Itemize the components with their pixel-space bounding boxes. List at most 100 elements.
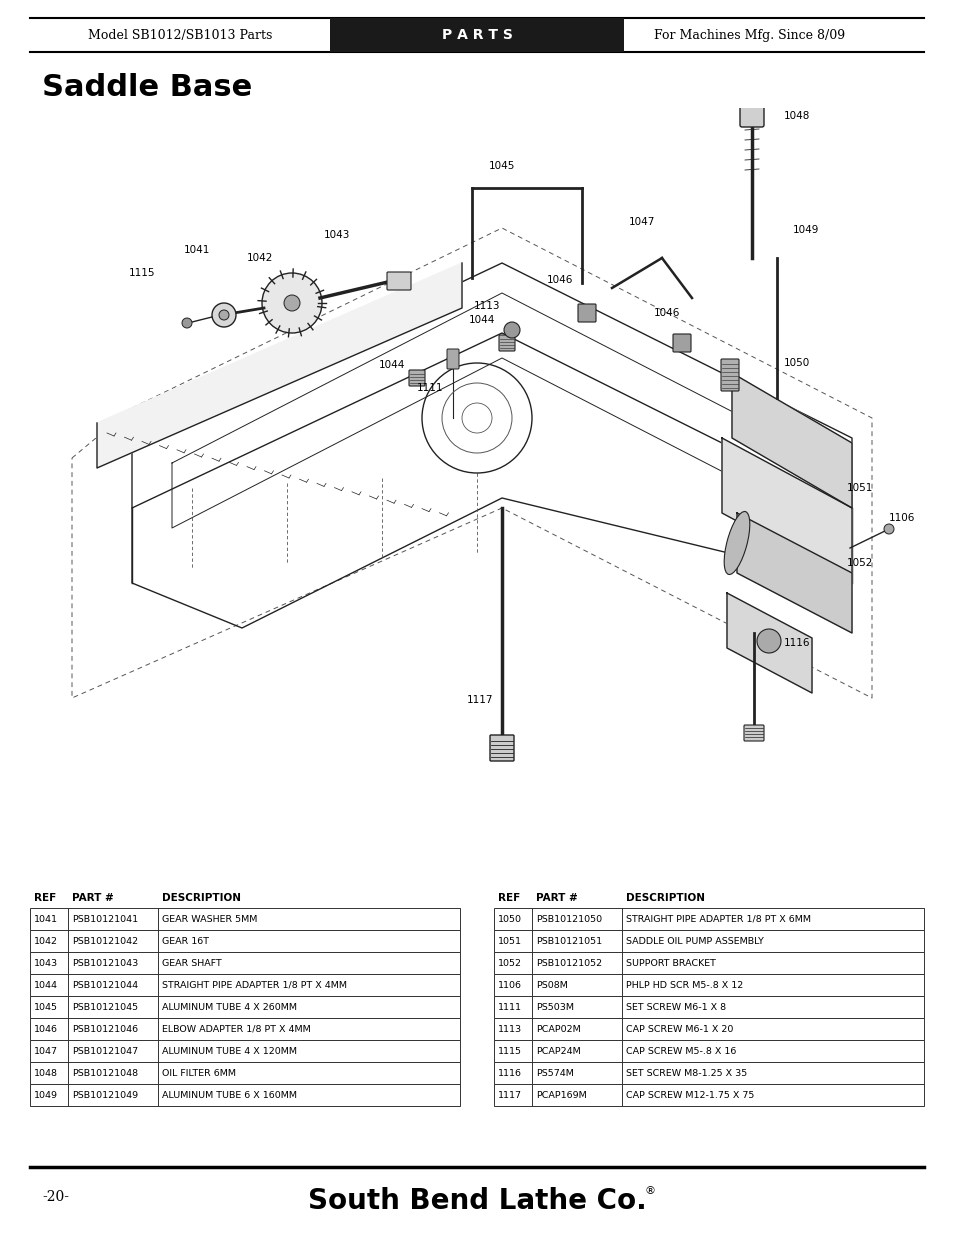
Text: SET SCREW M8-1.25 X 35: SET SCREW M8-1.25 X 35 bbox=[625, 1068, 746, 1077]
Text: Saddle Base: Saddle Base bbox=[42, 74, 252, 103]
Text: SET SCREW M6-1 X 8: SET SCREW M6-1 X 8 bbox=[625, 1003, 725, 1011]
Text: 1113: 1113 bbox=[497, 1025, 521, 1034]
Text: CAP SCREW M5-.8 X 16: CAP SCREW M5-.8 X 16 bbox=[625, 1046, 736, 1056]
Text: 1052: 1052 bbox=[846, 558, 872, 568]
Text: PS08M: PS08M bbox=[536, 981, 567, 989]
Text: GEAR SHAFT: GEAR SHAFT bbox=[162, 958, 221, 967]
Text: PSB10121041: PSB10121041 bbox=[71, 914, 138, 924]
Bar bbox=[330, 19, 623, 52]
Text: 1115: 1115 bbox=[129, 268, 155, 278]
Text: 1044: 1044 bbox=[34, 981, 58, 989]
Text: 1046: 1046 bbox=[546, 275, 573, 285]
Bar bbox=[30, 995, 459, 1018]
Text: DESCRIPTION: DESCRIPTION bbox=[162, 893, 241, 903]
Text: 1106: 1106 bbox=[497, 981, 521, 989]
Text: PART #: PART # bbox=[536, 893, 578, 903]
Text: 1047: 1047 bbox=[34, 1046, 58, 1056]
Text: PSB10121044: PSB10121044 bbox=[71, 981, 138, 989]
Text: 1052: 1052 bbox=[497, 958, 521, 967]
FancyBboxPatch shape bbox=[447, 350, 458, 369]
Text: PCAP169M: PCAP169M bbox=[536, 1091, 586, 1099]
Bar bbox=[494, 974, 923, 995]
Text: CAP SCREW M6-1 X 20: CAP SCREW M6-1 X 20 bbox=[625, 1025, 733, 1034]
FancyBboxPatch shape bbox=[490, 735, 514, 761]
Polygon shape bbox=[726, 593, 811, 693]
Text: PS503M: PS503M bbox=[536, 1003, 574, 1011]
Bar bbox=[494, 930, 923, 952]
Circle shape bbox=[883, 524, 893, 534]
FancyBboxPatch shape bbox=[409, 370, 424, 387]
Text: PCAP24M: PCAP24M bbox=[536, 1046, 580, 1056]
Text: 1048: 1048 bbox=[34, 1068, 58, 1077]
Text: PSB10121042: PSB10121042 bbox=[71, 936, 138, 946]
Text: 1111: 1111 bbox=[416, 383, 443, 393]
Text: REF: REF bbox=[497, 893, 519, 903]
FancyBboxPatch shape bbox=[720, 359, 739, 391]
Text: Model SB1012/SB1013 Parts: Model SB1012/SB1013 Parts bbox=[88, 28, 272, 42]
Text: 1041: 1041 bbox=[34, 914, 58, 924]
Bar bbox=[494, 1018, 923, 1040]
Ellipse shape bbox=[723, 511, 749, 574]
Text: ®: ® bbox=[644, 1186, 656, 1195]
FancyBboxPatch shape bbox=[672, 333, 690, 352]
Bar bbox=[494, 908, 923, 930]
Text: OIL FILTER 6MM: OIL FILTER 6MM bbox=[162, 1068, 235, 1077]
Text: PHLP HD SCR M5-.8 X 12: PHLP HD SCR M5-.8 X 12 bbox=[625, 981, 742, 989]
Text: REF: REF bbox=[34, 893, 56, 903]
Text: PSB10121050: PSB10121050 bbox=[536, 914, 601, 924]
Bar bbox=[30, 930, 459, 952]
Text: SUPPORT BRACKET: SUPPORT BRACKET bbox=[625, 958, 715, 967]
Text: P A R T S: P A R T S bbox=[441, 28, 512, 42]
Text: 1042: 1042 bbox=[34, 936, 58, 946]
Text: 1111: 1111 bbox=[497, 1003, 521, 1011]
FancyBboxPatch shape bbox=[578, 304, 596, 322]
Circle shape bbox=[284, 295, 299, 311]
Text: 1115: 1115 bbox=[497, 1046, 521, 1056]
Text: ELBOW ADAPTER 1/8 PT X 4MM: ELBOW ADAPTER 1/8 PT X 4MM bbox=[162, 1025, 311, 1034]
Bar bbox=[494, 995, 923, 1018]
Bar bbox=[30, 1084, 459, 1107]
Text: STRAIGHT PIPE ADAPTER 1/8 PT X 6MM: STRAIGHT PIPE ADAPTER 1/8 PT X 6MM bbox=[625, 914, 810, 924]
Text: 1117: 1117 bbox=[466, 695, 493, 705]
Text: PSB10121051: PSB10121051 bbox=[536, 936, 601, 946]
Circle shape bbox=[757, 629, 781, 653]
Text: 1117: 1117 bbox=[497, 1091, 521, 1099]
Text: GEAR WASHER 5MM: GEAR WASHER 5MM bbox=[162, 914, 257, 924]
Text: 1113: 1113 bbox=[474, 301, 499, 311]
FancyBboxPatch shape bbox=[498, 335, 515, 351]
Bar bbox=[30, 1040, 459, 1062]
Text: ALUMINUM TUBE 6 X 160MM: ALUMINUM TUBE 6 X 160MM bbox=[162, 1091, 296, 1099]
Text: 1043: 1043 bbox=[34, 958, 58, 967]
Text: South Bend Lathe Co.: South Bend Lathe Co. bbox=[307, 1187, 646, 1215]
Polygon shape bbox=[731, 373, 851, 508]
Text: For Machines Mfg. Since 8/09: For Machines Mfg. Since 8/09 bbox=[654, 28, 844, 42]
Text: PSB10121047: PSB10121047 bbox=[71, 1046, 138, 1056]
Bar bbox=[30, 1062, 459, 1084]
Text: 1116: 1116 bbox=[497, 1068, 521, 1077]
Text: DESCRIPTION: DESCRIPTION bbox=[625, 893, 704, 903]
Text: 1047: 1047 bbox=[628, 217, 655, 227]
Text: 1050: 1050 bbox=[497, 914, 521, 924]
Text: 1048: 1048 bbox=[783, 111, 809, 121]
Text: PS574M: PS574M bbox=[536, 1068, 574, 1077]
Text: PSB10121048: PSB10121048 bbox=[71, 1068, 138, 1077]
Text: 1042: 1042 bbox=[247, 253, 273, 263]
Circle shape bbox=[212, 303, 235, 327]
Bar bbox=[30, 952, 459, 974]
Bar bbox=[30, 908, 459, 930]
Bar bbox=[494, 1084, 923, 1107]
Polygon shape bbox=[721, 438, 851, 583]
Text: 1045: 1045 bbox=[34, 1003, 58, 1011]
Text: 1046: 1046 bbox=[34, 1025, 58, 1034]
Text: 1045: 1045 bbox=[488, 161, 515, 170]
Text: PCAP02M: PCAP02M bbox=[536, 1025, 580, 1034]
Text: STRAIGHT PIPE ADAPTER 1/8 PT X 4MM: STRAIGHT PIPE ADAPTER 1/8 PT X 4MM bbox=[162, 981, 347, 989]
Text: ALUMINUM TUBE 4 X 120MM: ALUMINUM TUBE 4 X 120MM bbox=[162, 1046, 296, 1056]
Text: ALUMINUM TUBE 4 X 260MM: ALUMINUM TUBE 4 X 260MM bbox=[162, 1003, 296, 1011]
Text: 1041: 1041 bbox=[184, 245, 210, 254]
Polygon shape bbox=[737, 513, 851, 634]
FancyBboxPatch shape bbox=[740, 103, 763, 127]
Text: 1043: 1043 bbox=[323, 230, 350, 240]
Bar bbox=[30, 1018, 459, 1040]
FancyBboxPatch shape bbox=[387, 272, 411, 290]
